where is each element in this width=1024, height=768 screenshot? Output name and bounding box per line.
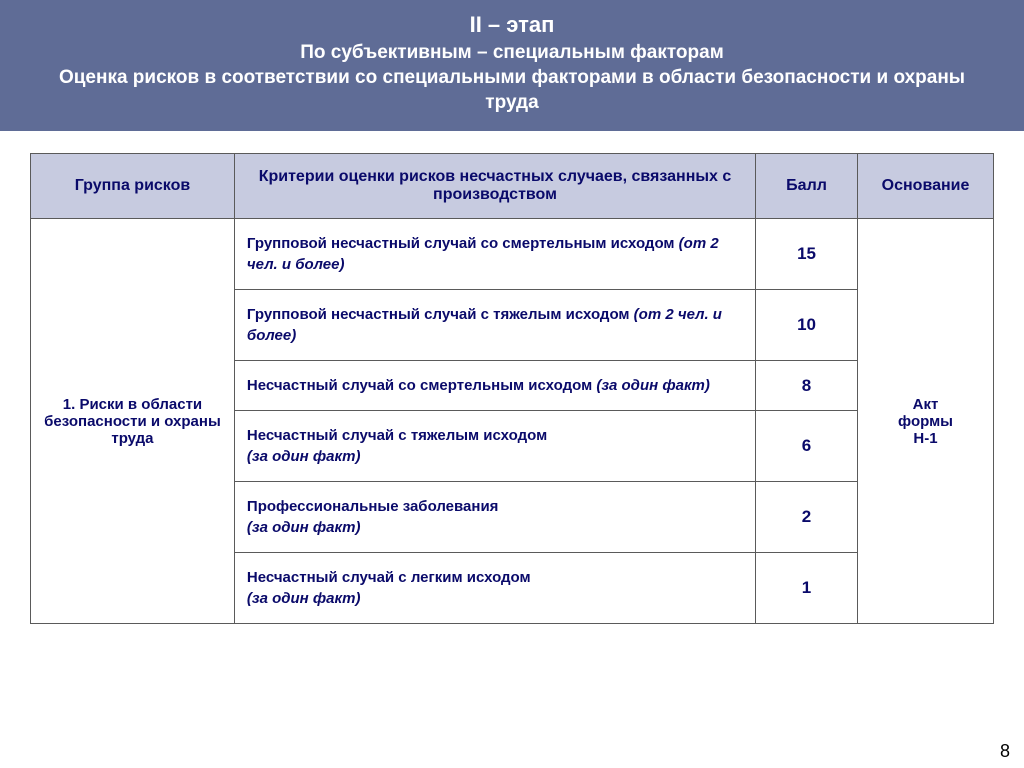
header-subtitle-1: По субъективным – специальным факторам bbox=[40, 42, 984, 64]
score-cell: 6 bbox=[756, 411, 858, 482]
criteria-cell: Несчастный случай с тяжелым исходом (за … bbox=[234, 411, 755, 482]
criteria-cell: Групповой несчастный случай с тяжелым ис… bbox=[234, 290, 755, 361]
page-number: 8 bbox=[1000, 741, 1010, 762]
score-cell: 1 bbox=[756, 553, 858, 624]
criteria-cell: Групповой несчастный случай со смертельн… bbox=[234, 219, 755, 290]
score-cell: 8 bbox=[756, 361, 858, 411]
col-header-score: Балл bbox=[756, 154, 858, 219]
col-header-group: Группа рисков bbox=[31, 154, 235, 219]
col-header-criteria: Критерии оценки рисков несчастных случае… bbox=[234, 154, 755, 219]
table-header-row: Группа рисков Критерии оценки рисков нес… bbox=[31, 154, 994, 219]
score-cell: 10 bbox=[756, 290, 858, 361]
score-cell: 2 bbox=[756, 482, 858, 553]
criteria-cell: Профессиональные заболевания (за один фа… bbox=[234, 482, 755, 553]
table-container: Группа рисков Критерии оценки рисков нес… bbox=[0, 131, 1024, 624]
stage-title: II – этап bbox=[40, 12, 984, 38]
score-cell: 15 bbox=[756, 219, 858, 290]
table-row: 1. Риски в области безопасности и охраны… bbox=[31, 219, 994, 290]
criteria-cell: Несчастный случай с легким исходом (за о… bbox=[234, 553, 755, 624]
group-cell: 1. Риски в области безопасности и охраны… bbox=[31, 219, 235, 624]
criteria-cell: Несчастный случай со смертельным исходом… bbox=[234, 361, 755, 411]
risk-table: Группа рисков Критерии оценки рисков нес… bbox=[30, 153, 994, 624]
basis-cell: АктформыН-1 bbox=[858, 219, 994, 624]
slide-header: II – этап По субъективным – специальным … bbox=[0, 0, 1024, 131]
header-subtitle-2: Оценка рисков в соответствии со специаль… bbox=[40, 66, 984, 115]
col-header-basis: Основание bbox=[858, 154, 994, 219]
